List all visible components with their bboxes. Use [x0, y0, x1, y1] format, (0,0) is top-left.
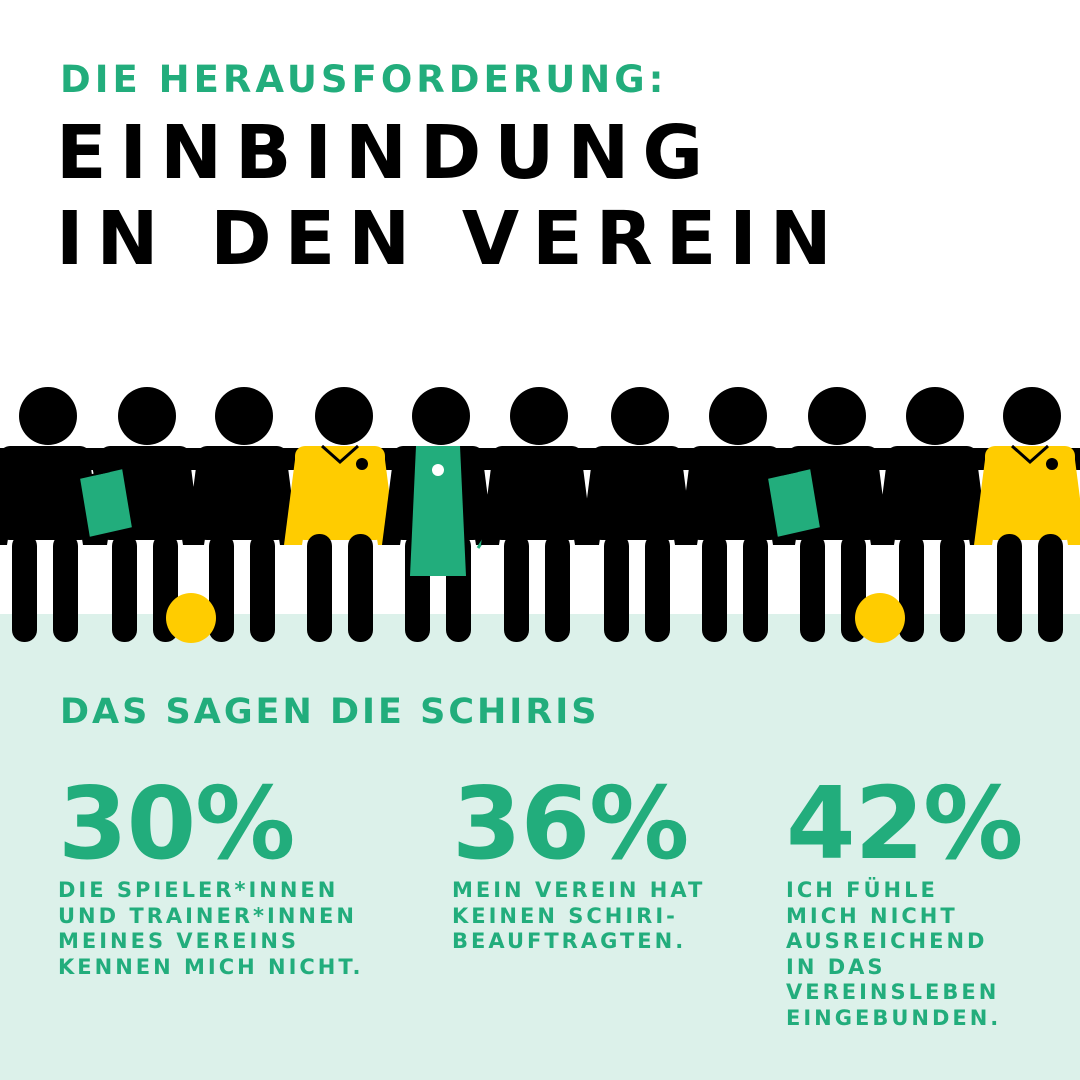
figure	[581, 387, 693, 642]
stat-description: ICH FÜHLE MICH NICHT AUSREICHEND IN DAS …	[786, 878, 1002, 1030]
stat-value: 36%	[452, 765, 689, 882]
stat-description: DIE SPIELER*INNEN UND TRAINER*INNEN MEIN…	[58, 878, 364, 979]
stat-value: 42%	[786, 765, 1023, 882]
figure-with-clipboard	[77, 387, 201, 642]
section-title: DAS SAGEN DIE SCHIRIS	[60, 692, 600, 732]
figure-with-clipboard	[765, 387, 889, 642]
stats-panel-background	[0, 614, 1080, 1080]
headline: EINBINDUNG IN DEN VEREIN	[56, 110, 845, 282]
headline-line-1: EINBINDUNG	[56, 110, 717, 196]
ball-icon	[166, 593, 216, 643]
stat-referee-officer: 36% MEIN VEREIN HAT KEINEN SCHIRI- BEAUF…	[452, 772, 705, 955]
stat-value: 30%	[58, 765, 295, 882]
figure	[481, 387, 593, 642]
stat-players-coaches: 30% DIE SPIELER*INNEN UND TRAINER*INNEN …	[58, 772, 364, 980]
stat-description: MEIN VEREIN HAT KEINEN SCHIRI- BEAUFTRAG…	[452, 878, 706, 953]
figure-in-yellow-jersey	[284, 387, 396, 642]
figure-in-yellow-jersey	[974, 387, 1080, 642]
figure	[0, 387, 101, 642]
headline-line-2: IN DEN VEREIN	[56, 196, 845, 282]
kicker-title: DIE HERAUSFORDERUNG:	[60, 58, 668, 101]
stat-club-integration: 42% ICH FÜHLE MICH NICHT AUSREICHEND IN …	[786, 765, 1023, 1031]
ball-icon	[855, 593, 905, 643]
figure	[186, 387, 298, 642]
people-chain-illustration	[0, 387, 1080, 643]
